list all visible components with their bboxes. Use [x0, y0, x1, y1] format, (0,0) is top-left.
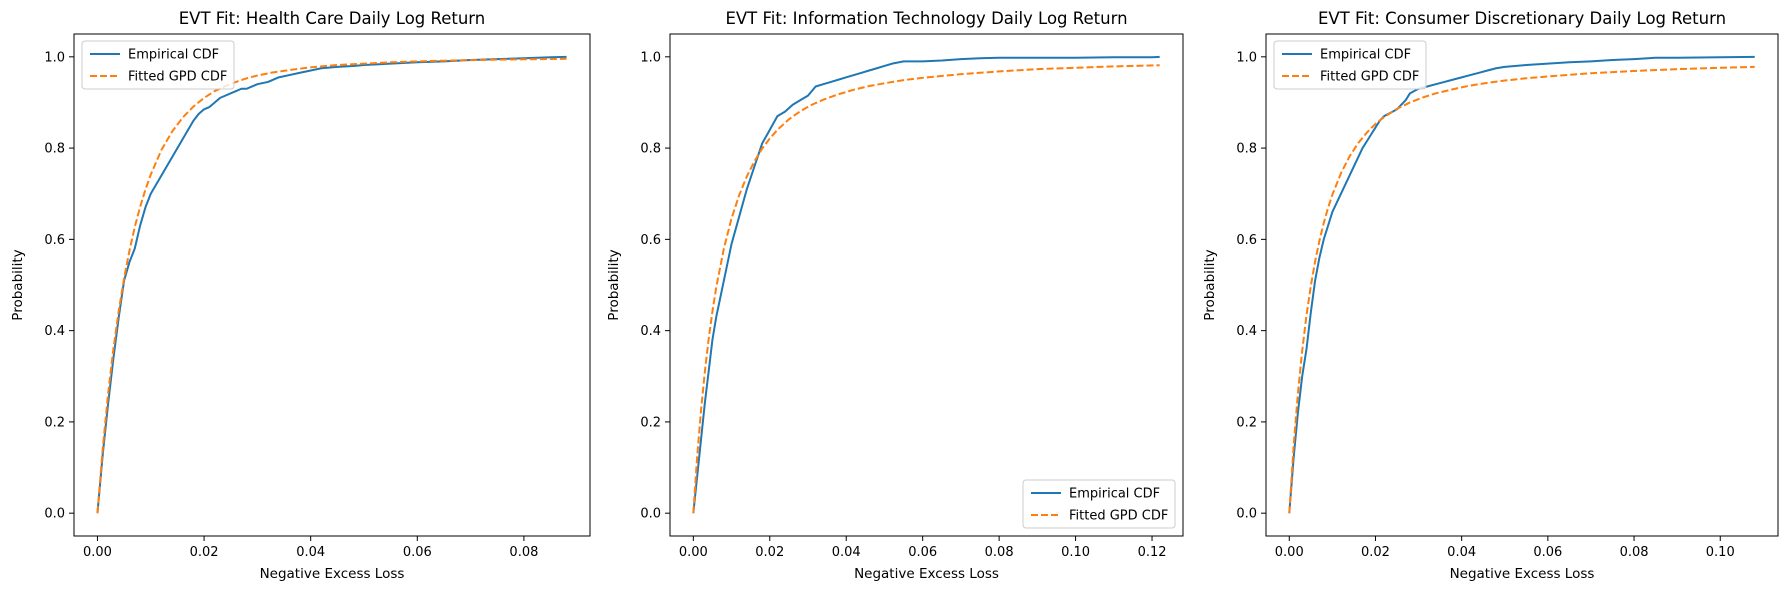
x-tick-label: 0.06	[1533, 545, 1562, 560]
legend-label: Empirical CDF	[1069, 487, 1160, 502]
y-tick-label: 0.8	[44, 142, 65, 157]
legend-label: Fitted GPD CDF	[1320, 70, 1419, 85]
legend-label: Fitted GPD CDF	[128, 70, 227, 85]
chart-title: EVT Fit: Consumer Discretionary Daily Lo…	[1318, 9, 1726, 28]
y-tick-label: 0.0	[1236, 507, 1257, 522]
x-axis-label: Negative Excess Loss	[1450, 566, 1595, 582]
chart-title: EVT Fit: Health Care Daily Log Return	[179, 9, 486, 28]
y-tick-label: 0.8	[640, 142, 661, 157]
x-tick-label: 0.06	[908, 545, 937, 560]
x-axis-label: Negative Excess Loss	[260, 566, 405, 582]
empirical-cdf-line	[1288, 55, 1755, 514]
x-tick-label: 0.10	[1706, 545, 1735, 560]
legend-label: Fitted GPD CDF	[1069, 509, 1168, 524]
x-tick-label: 0.02	[190, 545, 219, 560]
plot-area-frame	[73, 33, 591, 537]
x-tick-label: 0.02	[755, 545, 784, 560]
y-axis-label: Probability	[1202, 249, 1218, 320]
x-tick-label: 0.00	[83, 545, 112, 560]
x-tick-label: 0.00	[679, 545, 708, 560]
y-axis-label: Probability	[10, 249, 26, 320]
empirical-cdf-line	[96, 55, 567, 514]
y-tick-label: 0.0	[44, 507, 65, 522]
y-tick-label: 1.0	[1236, 50, 1257, 65]
y-tick-label: 0.6	[1236, 233, 1257, 248]
y-tick-label: 0.4	[1236, 324, 1257, 339]
chart-panel-1: 0.00 0.02 0.04 0.06 0.08 0.0 0.2 0.4 0.6 0.8 1.0 EV…	[10, 9, 591, 582]
y-axis-label: Probability	[606, 249, 622, 320]
x-tick-label: 0.04	[1447, 545, 1476, 560]
fitted-gpd-cdf-line	[1288, 65, 1755, 514]
empirical-cdf-line	[692, 55, 1160, 514]
plot-area-frame	[669, 33, 1184, 537]
y-tick-label: 0.2	[1236, 415, 1257, 430]
x-tick-label: 0.04	[832, 545, 861, 560]
legend: Empirical CDF Fitted GPD CDF	[81, 40, 235, 90]
x-tick-label: 0.00	[1275, 545, 1304, 560]
y-tick-label: 1.0	[44, 50, 65, 65]
x-tick-label: 0.10	[1061, 545, 1090, 560]
legend: Empirical CDF Fitted GPD CDF	[1022, 479, 1176, 529]
chart-panel-3: 0.00 0.02 0.04 0.06 0.08 0.10 0.0 0.2 0.4 0.6 0.8 1…	[1202, 9, 1779, 582]
fitted-gpd-cdf-line	[692, 64, 1160, 514]
x-tick-label: 0.12	[1138, 545, 1167, 560]
legend-label: Empirical CDF	[1320, 48, 1411, 63]
fitted-gpd-cdf-line	[96, 57, 567, 514]
plot-area-frame	[1265, 33, 1779, 537]
y-tick-label: 0.2	[44, 415, 65, 430]
chart-title: EVT Fit: Information Technology Daily Lo…	[725, 9, 1127, 28]
x-tick-label: 0.08	[509, 545, 538, 560]
y-tick-label: 1.0	[640, 50, 661, 65]
x-tick-label: 0.08	[985, 545, 1014, 560]
x-tick-label: 0.08	[1620, 545, 1649, 560]
y-tick-label: 0.2	[640, 415, 661, 430]
y-tick-label: 0.0	[640, 507, 661, 522]
y-tick-label: 0.8	[1236, 142, 1257, 157]
x-tick-label: 0.02	[1361, 545, 1390, 560]
x-tick-label: 0.06	[403, 545, 432, 560]
y-tick-label: 0.4	[44, 324, 65, 339]
y-tick-label: 0.6	[640, 233, 661, 248]
y-tick-label: 0.6	[44, 233, 65, 248]
x-tick-label: 0.04	[296, 545, 325, 560]
chart-panel-2: 0.00 0.02 0.04 0.06 0.08 0.10 0.12 0.0 0.2 0.4 0.6…	[606, 9, 1184, 582]
x-axis-label: Negative Excess Loss	[854, 566, 999, 582]
legend-label: Empirical CDF	[128, 48, 219, 63]
legend: Empirical CDF Fitted GPD CDF	[1273, 40, 1427, 90]
y-tick-label: 0.4	[640, 324, 661, 339]
